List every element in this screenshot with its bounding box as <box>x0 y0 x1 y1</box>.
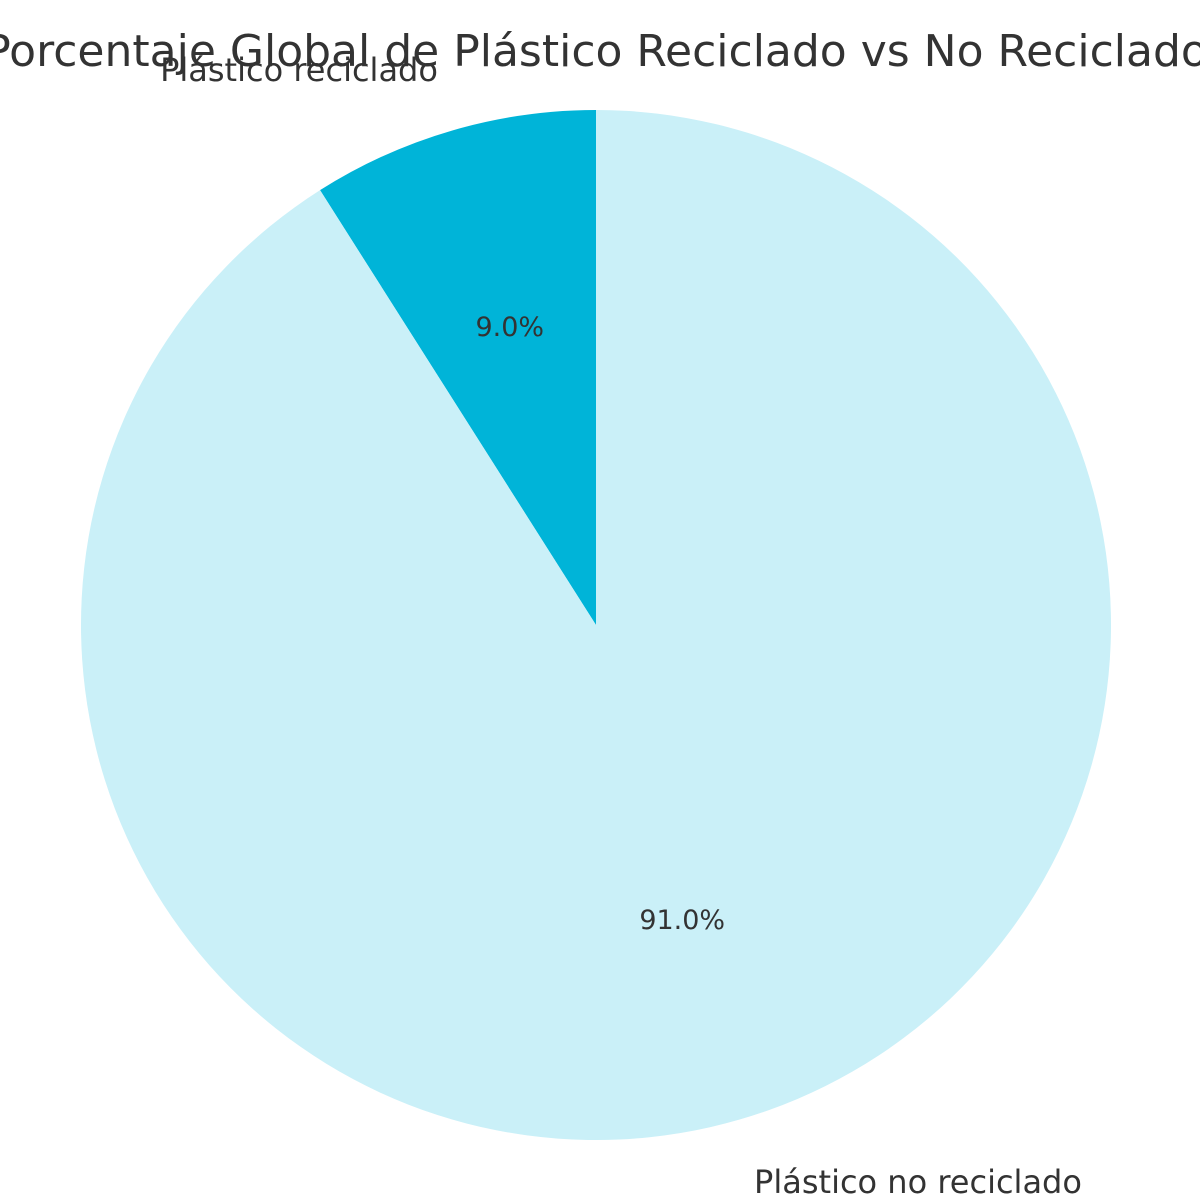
pie-labels: Plástico reciclado 9.0% Plástico no recicl… <box>160 51 1082 1200</box>
slice-label-plastico-reciclado: Plástico reciclado <box>160 51 438 89</box>
pie-slice-plastico-no-reciclado <box>80 110 1111 1140</box>
pie-slice-plastico-reciclado <box>320 110 596 625</box>
pie-slices <box>80 110 1111 1140</box>
chart-title: Porcentaje Global de Plástico Reciclado … <box>0 26 1200 77</box>
percent-label-plastico-no-reciclado: 91.0% <box>639 905 725 936</box>
percent-label-plastico-reciclado: 9.0% <box>475 312 544 343</box>
slice-label-plastico-no-reciclado: Plástico no reciclado <box>754 1163 1082 1200</box>
